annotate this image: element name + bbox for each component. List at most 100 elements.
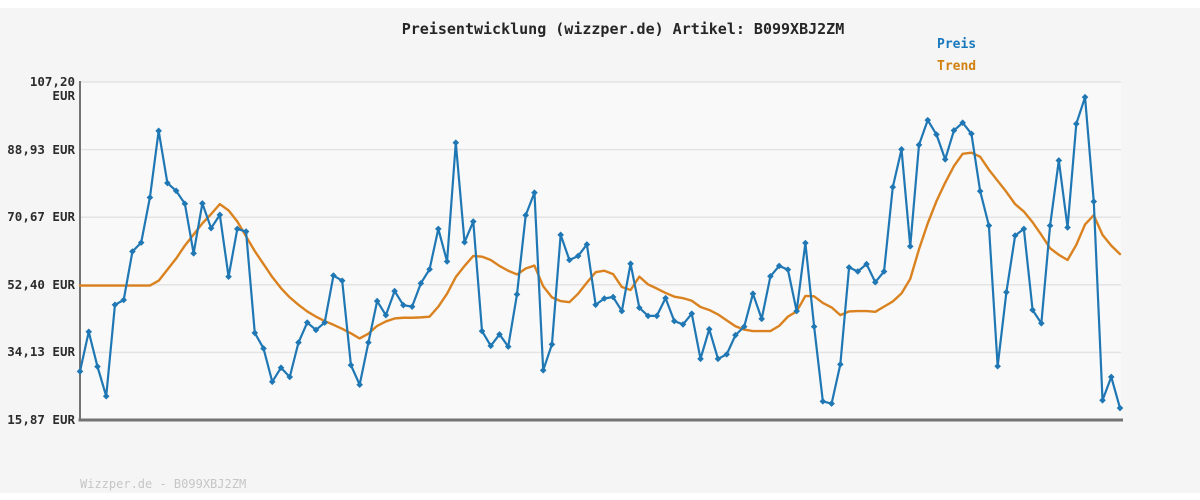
price-point-marker [1038, 319, 1045, 327]
price-point-marker [723, 351, 731, 358]
price-point-marker [994, 362, 1001, 370]
price-point-marker [601, 295, 608, 302]
price-point-marker [85, 328, 93, 336]
price-point-marker [268, 378, 276, 386]
price-point-marker [513, 291, 521, 298]
price-point-marker [854, 268, 862, 275]
price-point-marker [1107, 373, 1115, 381]
price-point-marker [391, 287, 398, 295]
price-point-marker [889, 183, 897, 191]
price-point-marker [793, 307, 800, 315]
price-point-marker [1055, 157, 1063, 164]
price-point-marker [102, 392, 110, 400]
price-point-marker [129, 248, 136, 255]
price-point-marker [636, 304, 643, 312]
price-point-marker [976, 187, 984, 195]
price-point-marker [164, 179, 171, 187]
price-point-marker [522, 211, 530, 219]
price-point-marker [898, 146, 905, 153]
price-point-marker [679, 321, 687, 328]
price-point-marker [941, 156, 949, 163]
y-axis-label: 107,20 EUR [29, 74, 75, 103]
price-point-marker [662, 294, 669, 302]
price-point-marker [933, 131, 940, 138]
price-point-marker [199, 200, 206, 207]
price-point-marker [653, 312, 661, 320]
price-point-marker [950, 127, 958, 134]
price-point-marker [644, 312, 652, 320]
price-point-marker [321, 319, 329, 326]
price-point-marker [837, 361, 844, 368]
price-point-marker [120, 296, 127, 304]
price-point-marker [566, 256, 573, 264]
price-point-marker [225, 273, 232, 280]
y-axis-label: 88,93 EUR [7, 141, 75, 157]
price-point-marker [76, 368, 84, 375]
y-axis-label: 15,87 EUR [7, 412, 75, 427]
price-point-marker [435, 225, 442, 233]
price-point-marker [365, 339, 372, 346]
price-point-marker [828, 400, 835, 407]
price-point-marker [330, 272, 337, 279]
price-point-marker [408, 303, 416, 310]
price-point-marker [609, 293, 617, 301]
y-axis-label: 52,40 EUR [7, 276, 75, 292]
price-point-marker [714, 355, 722, 363]
price-point-marker [347, 361, 355, 369]
price-point-marker [871, 278, 879, 286]
price-point-marker [767, 272, 774, 280]
price-point-marker [1073, 120, 1080, 128]
price-point-marker [1003, 288, 1010, 296]
price-point-marker [461, 238, 468, 246]
price-point-marker [924, 116, 932, 124]
price-point-marker [627, 260, 634, 268]
price-point-marker [880, 268, 888, 275]
price-point-marker [417, 280, 425, 287]
price-point-marker [356, 381, 363, 389]
price-point-marker [504, 343, 512, 350]
price-point-marker [400, 301, 407, 309]
price-point-marker [531, 189, 538, 196]
price-point-marker [985, 222, 993, 229]
y-axis-label: 70,67 EUR [7, 209, 75, 225]
price-point-marker [338, 277, 346, 285]
price-point-marker [557, 231, 564, 239]
price-point-marker [469, 218, 477, 225]
price-point-marker [618, 307, 626, 315]
price-point-marker [137, 239, 145, 246]
trend-line [78, 151, 1122, 340]
price-point-marker [775, 262, 783, 270]
price-point-marker [94, 363, 101, 370]
price-point-marker [1099, 396, 1106, 404]
price-point-marker [574, 252, 582, 260]
price-point-marker [539, 366, 547, 374]
price-point-marker [373, 297, 381, 305]
price-point-marker [906, 243, 914, 250]
price-point-marker [548, 341, 556, 348]
price-point-marker [216, 211, 224, 219]
price-point-marker [251, 329, 259, 337]
price-point-marker [286, 373, 294, 381]
price-point-marker [732, 331, 739, 339]
price-point-marker [295, 339, 302, 346]
price-point-marker [688, 310, 696, 317]
price-point-marker [863, 260, 870, 268]
y-axis-label: 34,13 EUR [7, 344, 75, 360]
price-point-marker [1029, 306, 1036, 314]
price-point-marker [234, 225, 241, 233]
price-point-marker [670, 317, 678, 325]
price-point-marker [242, 228, 250, 235]
price-point-marker [155, 127, 162, 135]
price-point-marker [452, 139, 460, 146]
price-point-marker [1090, 198, 1098, 205]
price-point-marker [749, 290, 757, 297]
price-point-marker [312, 326, 320, 334]
price-point-marker [190, 250, 197, 257]
price-point-marker [260, 345, 267, 352]
price-point-marker [487, 342, 495, 350]
price-point-marker [303, 319, 311, 326]
price-point-marker [478, 327, 486, 335]
price-point-marker [740, 323, 748, 330]
